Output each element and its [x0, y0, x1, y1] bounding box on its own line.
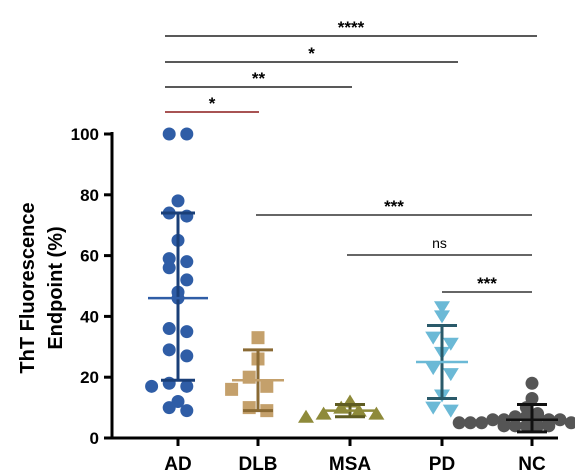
x-category-label: MSA	[329, 454, 372, 475]
y-axis-label-line: ThT Fluorescence	[17, 202, 39, 373]
y-tick-label: 0	[90, 429, 99, 448]
data-point	[251, 331, 265, 345]
significance-brackets: ***********ns***	[165, 18, 537, 293]
data-point	[425, 401, 442, 415]
significance-label: ***	[384, 197, 404, 216]
data-point	[442, 368, 459, 382]
data-point	[162, 401, 176, 415]
data-point	[162, 261, 176, 275]
data-point	[180, 349, 194, 363]
significance-label: *	[308, 44, 315, 63]
data-point	[315, 406, 332, 420]
data-point	[452, 416, 466, 430]
y-axis-label: ThT Fluorescence Endpoint (%)	[17, 202, 67, 373]
data-point	[508, 419, 522, 433]
data-point	[162, 127, 176, 141]
data-point	[519, 419, 533, 433]
data-point	[425, 331, 442, 345]
y-axis-label-line: Endpoint (%)	[45, 226, 67, 349]
data-point	[180, 255, 194, 269]
data-point	[145, 379, 159, 393]
y-tick-label: 20	[80, 368, 99, 387]
data-point	[180, 404, 194, 418]
y-tick-label: 40	[80, 307, 99, 326]
data-point	[242, 370, 256, 384]
significance-label: **	[252, 69, 266, 88]
axes	[110, 132, 558, 440]
data-point	[442, 337, 459, 351]
data-point	[180, 325, 194, 339]
x-category-label: PD	[429, 454, 455, 475]
data-point	[463, 416, 477, 430]
x-category-labels: AD DLB MSA PD NC	[164, 438, 546, 475]
data-point	[171, 194, 185, 208]
data-point	[260, 379, 274, 393]
y-tick-label: 60	[80, 247, 99, 266]
data-point	[425, 362, 442, 376]
data-point	[542, 419, 556, 433]
data-point	[434, 310, 450, 324]
data-point	[368, 406, 385, 420]
data-point	[180, 379, 194, 393]
x-category-label: NC	[518, 454, 546, 475]
data-point	[475, 416, 489, 430]
data-point	[298, 409, 314, 423]
significance-label: ****	[338, 18, 365, 37]
x-category-label: DLB	[238, 454, 277, 475]
data-points	[145, 127, 575, 433]
data-point	[497, 419, 511, 433]
significance-label: ***	[477, 274, 497, 293]
data-point	[486, 413, 500, 427]
data-point	[434, 301, 450, 315]
y-tick-label: 80	[80, 186, 99, 205]
data-point	[242, 401, 256, 415]
significance-label: *	[209, 94, 216, 113]
x-category-label: AD	[164, 454, 191, 475]
data-point	[553, 413, 567, 427]
data-point	[225, 382, 239, 396]
data-point	[162, 322, 176, 336]
data-point	[180, 273, 194, 287]
significance-label: ns	[432, 235, 447, 251]
data-point	[162, 376, 176, 390]
data-point	[180, 209, 194, 223]
data-point	[180, 127, 194, 141]
data-point	[442, 404, 459, 418]
y-tick-label: 100	[71, 125, 99, 144]
data-point	[531, 419, 545, 433]
data-point	[525, 376, 539, 390]
y-ticks: 0 20 40 60 80 100	[71, 125, 112, 448]
data-point	[162, 343, 176, 357]
data-point	[162, 252, 176, 266]
mean-sd-bars	[148, 211, 558, 434]
data-point	[564, 416, 575, 430]
